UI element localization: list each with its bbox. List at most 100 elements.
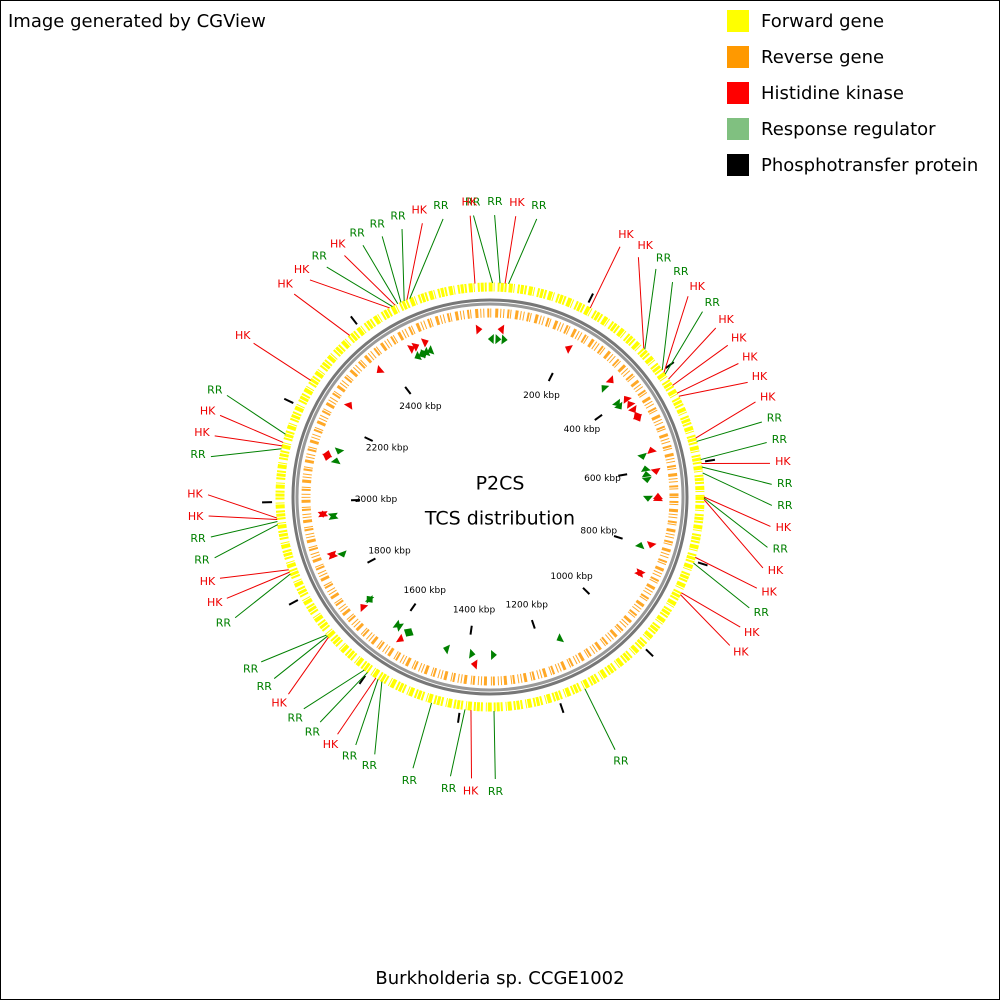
callout-line: [210, 448, 282, 458]
feature-label: HK: [731, 331, 747, 344]
tick-inner: [404, 386, 412, 395]
backbone-inner: [295, 302, 685, 692]
callout-line: [303, 669, 365, 710]
feature-marker: [427, 345, 435, 355]
feature-label: HK: [744, 626, 760, 639]
feature-label: HK: [637, 239, 653, 252]
feature-marker: [330, 457, 341, 465]
tick-inner: [594, 413, 603, 421]
feature-label: RR: [257, 680, 273, 693]
feature-label: HK: [509, 196, 525, 209]
callout-line: [672, 344, 729, 386]
feature-label: HK: [733, 645, 749, 658]
feature-marker: [632, 413, 642, 422]
backbone-outer: [291, 298, 689, 696]
feature-label: HK: [689, 280, 705, 293]
tick-outer: [457, 712, 461, 723]
feature-label: HK: [462, 196, 478, 209]
feature-label: RR: [613, 754, 629, 767]
feature-marker: [443, 644, 450, 655]
feature-marker: [414, 351, 422, 361]
feature-marker: [376, 365, 385, 373]
feature-label: RR: [767, 412, 783, 425]
feature-label: HK: [776, 521, 792, 534]
feature-marker: [634, 542, 645, 550]
feature-label: HK: [200, 575, 216, 588]
feature-label: RR: [243, 662, 259, 675]
callout-line: [261, 634, 327, 663]
callout-line: [703, 497, 768, 548]
tick-outer: [697, 561, 708, 567]
callout-line: [374, 681, 383, 755]
feature-marker: [392, 619, 401, 628]
callout-line: [214, 524, 279, 559]
feature-label: RR: [190, 448, 206, 461]
callout-line: [493, 710, 496, 779]
feature-marker: [405, 628, 414, 637]
feature-label: RR: [370, 217, 386, 230]
feature-label: RR: [342, 749, 358, 762]
callout-line: [701, 466, 772, 485]
callout-line: [589, 246, 621, 309]
callout-line: [409, 218, 444, 299]
tick-inner: [409, 603, 417, 612]
feature-marker: [470, 659, 478, 670]
callout-line: [208, 515, 278, 521]
feature-marker: [564, 345, 573, 354]
feature-label: RR: [312, 249, 328, 262]
legend-swatch: [727, 46, 749, 68]
feature-marker: [637, 452, 647, 460]
feature-label: RR: [216, 616, 232, 629]
tick-outer: [350, 315, 358, 325]
callout-line: [469, 215, 476, 284]
feature-marker: [395, 633, 404, 643]
feature-marker: [623, 395, 632, 404]
feature-label: RR: [305, 726, 321, 739]
forward-gene-ring: [275, 282, 705, 712]
tick-outer: [704, 458, 716, 463]
feature-marker: [605, 375, 614, 384]
callout-line: [226, 394, 286, 435]
feature-marker: [475, 324, 483, 335]
feature-label: RR: [777, 499, 793, 512]
tick-outer: [283, 397, 294, 404]
feature-label: RR: [673, 265, 689, 278]
feature-label: RR: [349, 227, 365, 240]
callout-line: [470, 710, 473, 779]
feature-label: HK: [187, 488, 203, 501]
feature-label: RR: [754, 606, 770, 619]
callout-line: [355, 679, 379, 746]
feature-label: RR: [362, 759, 378, 772]
feature-label: HK: [330, 237, 346, 250]
feature-label: HK: [775, 455, 791, 468]
callout-line: [664, 311, 703, 375]
callout-line: [661, 281, 674, 371]
feature-label: RR: [777, 477, 793, 490]
feature-marker: [487, 334, 494, 345]
callout-line: [362, 244, 399, 305]
feature-label: HK: [760, 391, 776, 404]
feature-marker: [497, 324, 505, 335]
callout-line: [695, 556, 758, 589]
feature-marker: [628, 405, 637, 413]
feature-marker: [612, 398, 621, 407]
tick-outer: [559, 703, 565, 714]
callout-line: [680, 594, 731, 646]
feature-marker: [322, 450, 332, 458]
tick-label: 400 kbp: [564, 425, 601, 435]
feature-label: HK: [271, 696, 287, 709]
feature-marker: [411, 342, 420, 352]
legend-swatch: [727, 82, 749, 104]
callout-line: [288, 637, 329, 695]
callout-line: [702, 472, 773, 506]
feature-marker: [614, 401, 623, 410]
caption: Burkholderia sp. CCGE1002: [375, 968, 624, 989]
callout-line: [309, 279, 390, 309]
callout-line: [234, 573, 291, 619]
feature-label: HK: [188, 510, 204, 523]
legend-swatch: [727, 10, 749, 32]
feature-label: RR: [487, 195, 503, 208]
feature-marker: [627, 400, 636, 409]
feature-marker: [642, 495, 653, 502]
tick-label: 200 kbp: [523, 391, 560, 401]
